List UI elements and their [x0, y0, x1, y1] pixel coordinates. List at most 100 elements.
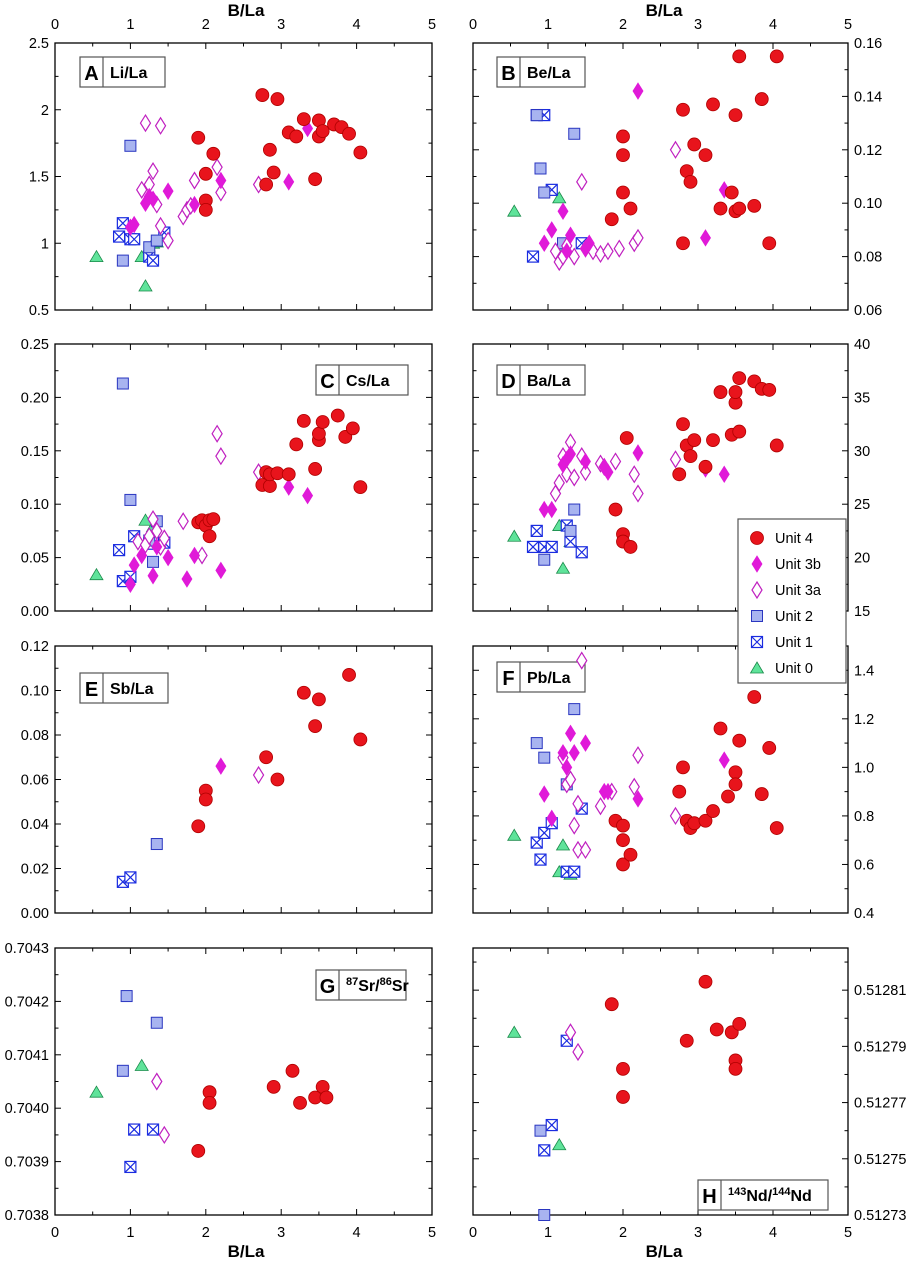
legend-marker: [751, 555, 763, 573]
data-point: [146, 254, 160, 267]
data-point: [538, 553, 551, 566]
data-point: [747, 198, 762, 213]
data-point: [602, 242, 614, 261]
data-point: [198, 202, 213, 217]
data-point: [728, 108, 743, 122]
y-tick-label: 0.7040: [5, 1101, 49, 1117]
data-point: [112, 230, 126, 243]
data-point: [198, 166, 213, 181]
panel-letter: B: [501, 63, 515, 85]
panel-label-box: B Be/La: [496, 56, 586, 88]
data-point: [266, 165, 281, 180]
data-point: [345, 421, 360, 436]
data-point: [616, 818, 630, 833]
data-point: [281, 467, 296, 482]
data-point: [128, 1123, 141, 1136]
data-point: [576, 172, 588, 191]
data-point: [296, 112, 311, 126]
panel-letter: F: [502, 668, 514, 690]
x-tick-label-top: 2: [619, 17, 627, 33]
data-point: [632, 790, 644, 808]
data-point: [669, 806, 682, 826]
legend-item: Unit 0: [749, 661, 813, 677]
series-unit-3b: [538, 82, 730, 261]
data-point: [124, 871, 137, 884]
data-point: [128, 215, 140, 234]
data-point: [568, 127, 581, 140]
y-tick-label: 0.00: [21, 604, 49, 620]
y-tick-label: 1.2: [854, 712, 874, 728]
data-point: [302, 486, 314, 505]
data-point: [143, 527, 155, 546]
x-tick-label: 2: [619, 1225, 627, 1241]
data-point: [538, 1144, 551, 1157]
data-point: [311, 692, 326, 707]
data-point: [259, 177, 274, 192]
data-point: [289, 129, 304, 144]
data-point: [553, 473, 565, 492]
data-point: [769, 49, 784, 64]
data-point: [718, 751, 730, 769]
legend-label: Unit 3a: [775, 583, 822, 599]
panel-f: 0.4 0.6 0.8 1.0 1.2 1.4 F Pb/La: [472, 645, 874, 922]
series-unit-3b: [215, 757, 227, 775]
legend-label: Unit 0: [775, 661, 813, 677]
data-point: [616, 1061, 630, 1076]
x-tick-label-top: 5: [844, 17, 852, 33]
data-point: [602, 782, 614, 801]
y-tick-label: 20: [854, 551, 870, 567]
data-point: [572, 840, 584, 860]
data-point: [139, 113, 152, 133]
y-tick-label: 0.4: [854, 906, 874, 922]
panel-letter: G: [320, 976, 336, 998]
data-point: [162, 231, 174, 250]
y-tick-label: 0.51279: [854, 1039, 906, 1055]
y-tick-label: 0.8: [854, 809, 874, 825]
panel-title: Pb/La: [527, 670, 571, 687]
x-tick-label-top: 2: [202, 17, 210, 33]
series-unit-4: [608, 690, 784, 872]
data-point: [609, 452, 622, 471]
data-point: [181, 570, 193, 588]
data-point: [262, 479, 277, 493]
series-unit-3a: [136, 113, 265, 250]
data-point: [353, 480, 368, 495]
data-point: [718, 465, 730, 484]
data-point: [538, 751, 551, 764]
y-tick-label: 1.4: [854, 663, 874, 679]
legend-item: Unit 3b: [751, 555, 821, 573]
y-tick-label: 0.12: [854, 143, 882, 159]
data-point: [158, 529, 171, 548]
data-point: [572, 794, 584, 813]
data-point: [619, 431, 634, 445]
panel-label-box: E Sb/La: [79, 672, 169, 704]
series-unit-3a: [564, 1023, 584, 1062]
data-point: [534, 162, 547, 175]
x-tick-label-top: 3: [277, 17, 285, 33]
data-point: [191, 1144, 206, 1158]
data-point: [138, 279, 153, 292]
data-point: [128, 233, 141, 246]
data-point: [116, 377, 129, 390]
series-unit-3a: [557, 651, 682, 860]
y-tick-label: 0.10: [21, 497, 49, 513]
data-point: [330, 408, 345, 423]
data-point: [552, 191, 567, 204]
data-point: [706, 804, 720, 818]
data-point: [769, 821, 784, 835]
data-point: [124, 493, 137, 506]
data-point: [124, 139, 137, 152]
x-tick-label: 3: [277, 1225, 285, 1241]
data-point: [754, 787, 769, 801]
data-point: [189, 546, 200, 565]
data-point: [296, 413, 311, 428]
data-point: [189, 195, 200, 214]
y-tick-label: 1.0: [854, 760, 874, 776]
data-point: [632, 228, 644, 248]
y-tick-label: 0.15: [21, 444, 49, 460]
panel-title: 87Sr/86Sr: [346, 976, 409, 995]
y-tick-label: 0.06: [854, 303, 882, 319]
y-tick-label: 0.51275: [854, 1152, 906, 1168]
data-point: [706, 433, 720, 448]
data-point: [565, 226, 576, 244]
